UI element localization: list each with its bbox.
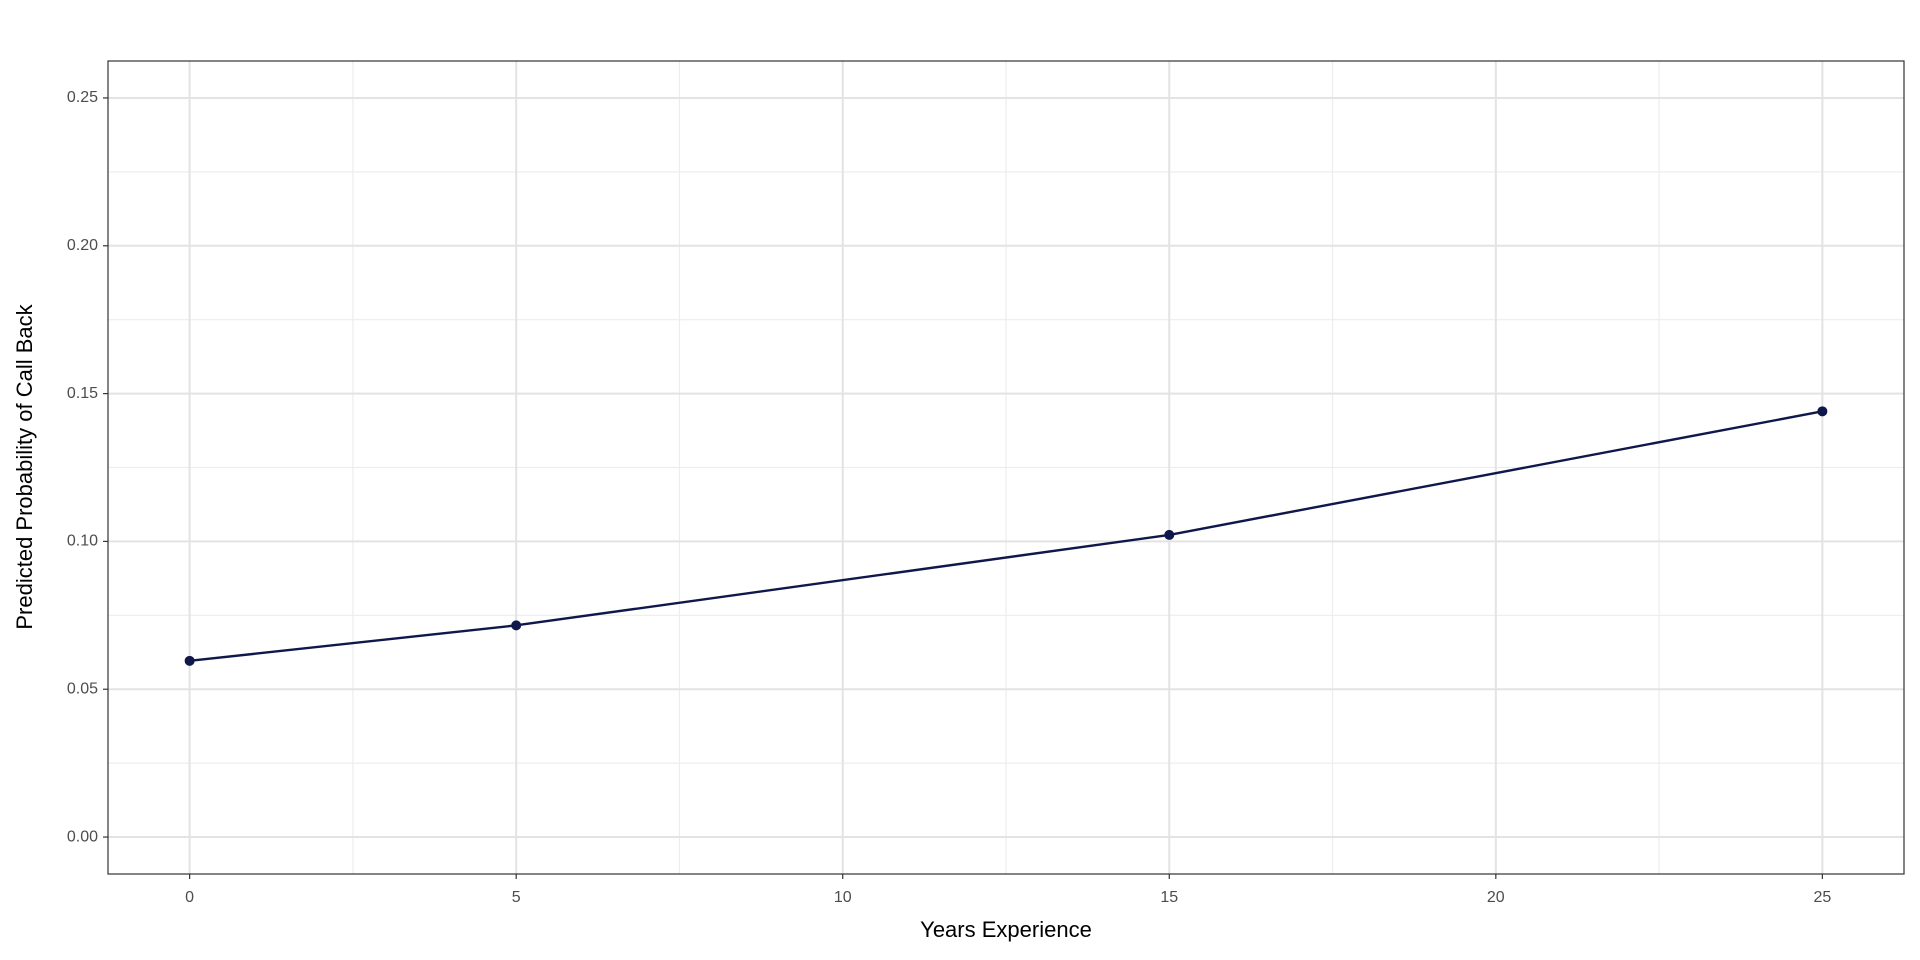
point bbox=[1164, 529, 1175, 540]
panel-border bbox=[107, 60, 1905, 875]
x-tick-label: 5 bbox=[512, 889, 521, 906]
y-tick-label: 0.05 bbox=[67, 680, 98, 697]
x-tick-label: 15 bbox=[1160, 889, 1178, 906]
x-axis-title: Years Experience bbox=[920, 917, 1092, 942]
point bbox=[184, 655, 195, 666]
grid bbox=[108, 61, 1904, 874]
x-tick-label: 0 bbox=[185, 889, 194, 906]
y-tick-label: 0.00 bbox=[67, 828, 98, 845]
point bbox=[511, 620, 522, 631]
y-tick-label: 0.20 bbox=[67, 237, 98, 254]
x-tick-label: 10 bbox=[834, 889, 852, 906]
line bbox=[189, 410, 1823, 663]
y-axis-title: Predicted Probability of Call Back bbox=[12, 303, 37, 629]
x-tick-label: 20 bbox=[1487, 889, 1505, 906]
point bbox=[1817, 406, 1828, 417]
y-tick-label: 0.15 bbox=[67, 385, 98, 402]
y-tick-label: 0.10 bbox=[67, 533, 98, 550]
x-tick-label: 25 bbox=[1813, 889, 1831, 906]
y-tick-label: 0.25 bbox=[67, 89, 98, 106]
plot bbox=[184, 406, 1828, 666]
